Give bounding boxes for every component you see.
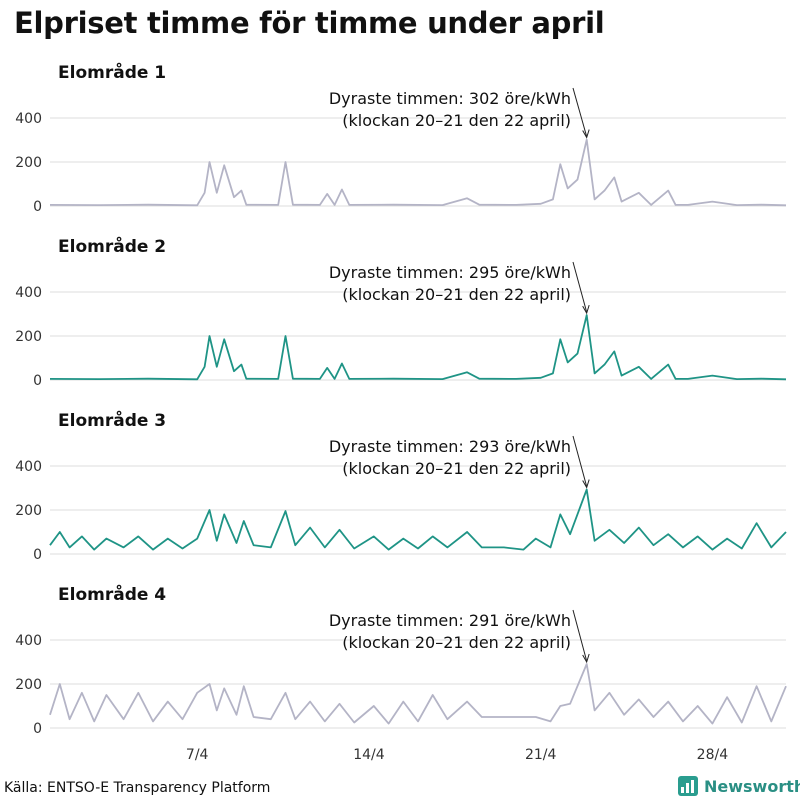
panel-title: Elområde 2 [58,235,166,257]
y-tick-label: 0 [33,547,42,563]
y-tick-label: 400 [15,459,42,475]
series-line [49,488,787,551]
annotation-line1: Dyraste timmen: 291 öre/kWh [329,611,571,630]
annotation-arrow [572,609,588,662]
y-tick-label: 400 [15,285,42,301]
annotation-line2: (klockan 20–21 den 22 april) [342,459,571,478]
panel-1: Elområde 1 0 200 400 Dyraste timmen: 302 öre… [15,61,787,215]
y-tick-label: 400 [15,111,42,127]
brand-name: Newsworthy [704,776,800,796]
x-tick-label: 28/4 [697,747,729,763]
panel-title: Elområde 3 [58,409,166,431]
annotation-arrow [572,261,588,313]
annotation-line2: (klockan 20–21 den 22 april) [342,285,571,304]
panel-3: Elområde 3 0 200 400 Dyraste timmen: 293 öre… [15,409,787,563]
y-tick-label: 0 [33,373,42,389]
series-line [49,663,787,725]
panel-2: Elområde 2 0 200 400 Dyraste timmen: 295 öre… [15,235,787,389]
annotation-line2: (klockan 20–21 den 22 april) [342,633,571,652]
y-tick-label: 200 [15,155,42,171]
series-line [49,138,787,207]
x-tick-label: 7/4 [186,747,209,763]
brand: Newsworthy [678,776,800,796]
source-note: Källa: ENTSO-E Transparency Platform [4,780,271,796]
y-tick-label: 0 [33,721,42,737]
page-title: Elpriset timme för timme under april [14,6,605,40]
x-tick-label: 14/4 [353,747,385,763]
annotation-arrowhead [582,304,590,315]
series-line [49,314,787,381]
annotation-line1: Dyraste timmen: 295 öre/kWh [329,263,571,282]
y-tick-label: 400 [15,633,42,649]
annotation-line2: (klockan 20–21 den 22 april) [342,111,571,130]
annotation-arrow [572,435,588,487]
panel-title: Elområde 1 [58,61,166,83]
newsworthy-logo-icon [678,776,698,796]
y-tick-label: 0 [33,199,42,215]
x-tick-label: 21/4 [525,747,557,763]
y-tick-label: 200 [15,677,42,693]
panel-title: Elområde 4 [58,583,166,605]
annotation-line1: Dyraste timmen: 293 öre/kWh [329,437,571,456]
annotation-line1: Dyraste timmen: 302 öre/kWh [329,89,571,108]
y-tick-label: 200 [15,503,42,519]
annotation-arrow [572,87,588,137]
annotation-arrowhead [582,479,590,489]
panel-4: Elområde 4 0 200 400 Dyraste timmen: 291 öre… [15,583,787,737]
annotation-arrowhead [582,129,590,139]
y-tick-label: 200 [15,329,42,345]
annotation-arrowhead [582,653,590,664]
